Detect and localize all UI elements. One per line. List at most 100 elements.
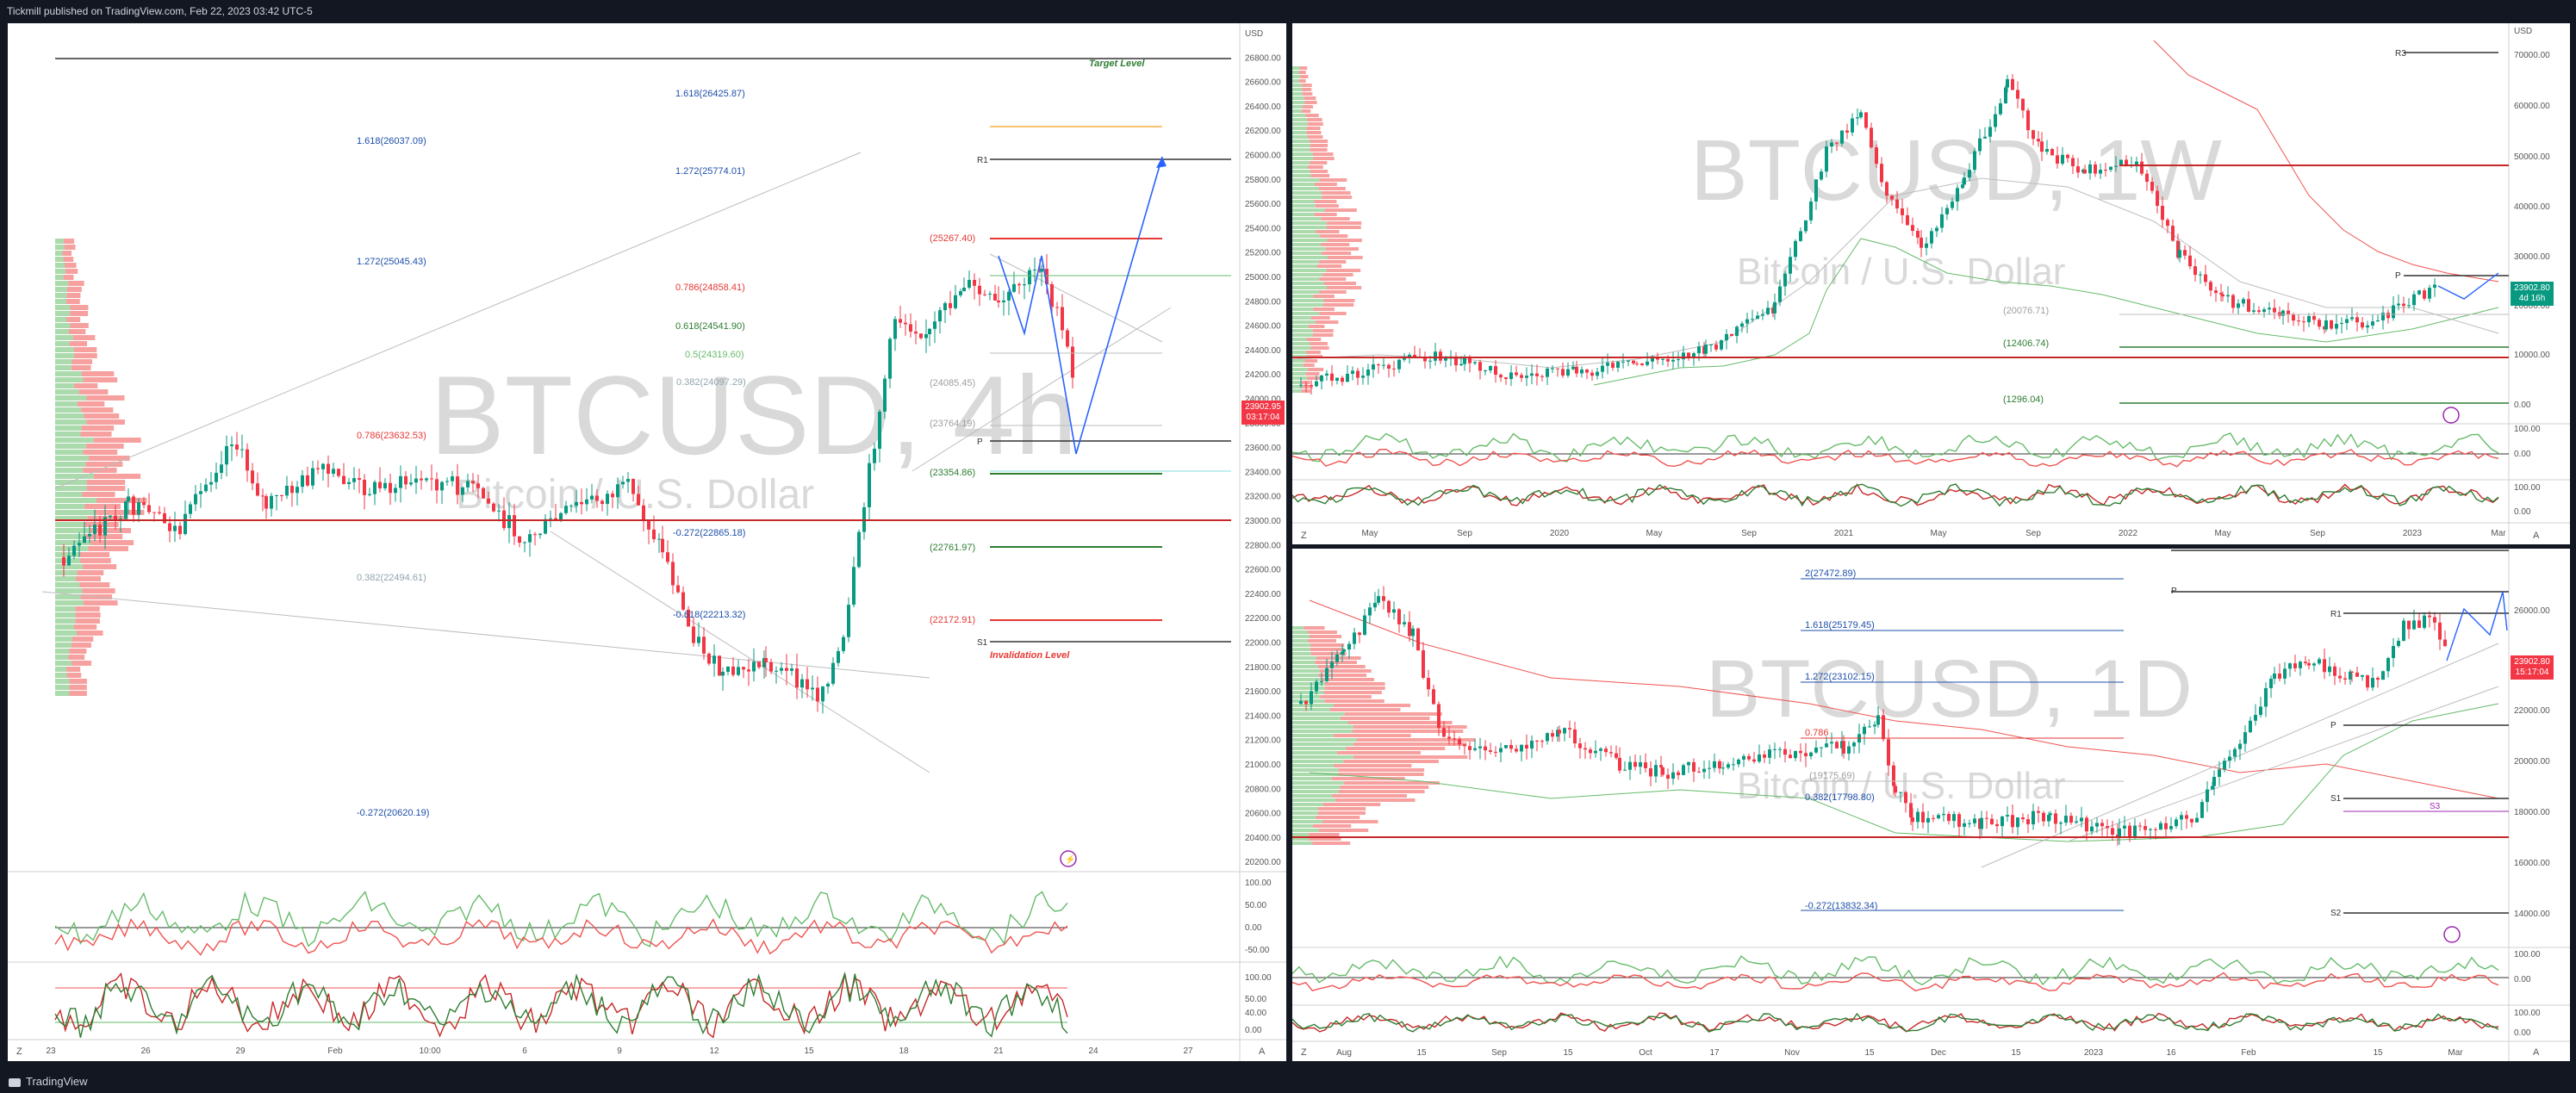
- candle-body: [1611, 363, 1615, 369]
- candle-body: [2340, 323, 2343, 325]
- volume-bar-buy: [55, 486, 87, 491]
- candle-body: [327, 463, 330, 475]
- scale-auto-button[interactable]: A: [1259, 1046, 1266, 1057]
- candlesticks: [62, 254, 1074, 714]
- candle-body: [2223, 761, 2226, 770]
- candle-body: [1968, 170, 1971, 178]
- candle-body: [1845, 130, 1849, 133]
- volume-bar-sell: [1310, 140, 1328, 143]
- scale-z-button[interactable]: Z: [1301, 531, 1307, 541]
- volume-bar-buy: [55, 655, 69, 660]
- candle-body: [225, 445, 228, 465]
- candle-body: [928, 328, 931, 335]
- volume-bar-buy: [1292, 277, 1320, 281]
- candle-body: [383, 482, 387, 488]
- chart-panel-1w[interactable]: BTCUSD, 1W Bitcoin / U.S. Dollar (20076.…: [1292, 23, 2570, 544]
- candle-body: [1692, 353, 1696, 357]
- candle-body: [337, 469, 340, 476]
- volume-bar-buy: [1292, 135, 1308, 139]
- volume-bar-sell: [63, 275, 74, 280]
- candle-body: [1427, 677, 1430, 690]
- chart-panel-4h[interactable]: BTCUSD, 4h Bitcoin / U.S. Dollar Target …: [8, 23, 1286, 1061]
- volume-bar-sell: [83, 450, 118, 455]
- candle-body: [1353, 632, 1356, 644]
- price-tick: 20800.00: [1245, 785, 1281, 794]
- volume-bar-buy: [55, 576, 76, 581]
- lightning-icon[interactable]: [2442, 407, 2460, 424]
- volume-bar-buy: [1292, 66, 1300, 70]
- volume-bar-sell: [86, 486, 126, 491]
- projection-path: [2446, 591, 2508, 661]
- volume-bar-sell: [1316, 816, 1360, 819]
- volume-bar-buy: [1292, 196, 1322, 199]
- candle-body: [2204, 274, 2207, 283]
- volume-bar-buy: [1292, 721, 1348, 724]
- volume-bar-buy: [1292, 96, 1304, 100]
- volume-bar-buy: [1292, 695, 1321, 699]
- candle-body: [1727, 764, 1730, 768]
- scale-auto-button[interactable]: A: [2533, 531, 2540, 541]
- candle-body: [780, 668, 783, 671]
- volume-bar-buy: [55, 492, 83, 497]
- candle-body: [533, 534, 537, 536]
- candle-body: [1530, 373, 1534, 376]
- lightning-icon[interactable]: [2443, 926, 2461, 943]
- candle-body: [2099, 170, 2102, 174]
- volume-bar-sell: [82, 588, 115, 593]
- volume-bar-sell: [1327, 286, 1362, 289]
- volume-bar-buy: [55, 305, 71, 310]
- volume-bar-sell: [1321, 217, 1350, 220]
- volume-bar-buy: [1292, 704, 1334, 707]
- candle-body: [1366, 370, 1370, 376]
- candle-body: [1778, 286, 1782, 302]
- price-tick: 23600.00: [1245, 444, 1281, 453]
- candle-body: [2011, 815, 2014, 828]
- candle-body: [1904, 792, 1907, 804]
- target-level-text: Target Level: [1089, 59, 1145, 69]
- volume-bar-buy: [55, 504, 85, 509]
- price-badge-value: 23902.80: [2514, 657, 2550, 667]
- volume-bar-sell: [1313, 307, 1335, 311]
- price-tick: USD: [1245, 29, 1263, 39]
- scale-auto-button[interactable]: A: [2533, 1047, 2540, 1058]
- candle-body: [1411, 628, 1415, 637]
- volume-bar-sell: [63, 239, 75, 244]
- stoch-line-green: [54, 971, 1068, 1038]
- candle-body: [1413, 354, 1416, 357]
- candle-body: [1310, 384, 1313, 387]
- candle-body: [785, 668, 788, 671]
- candle-body: [2269, 679, 2273, 688]
- candle-body: [1397, 359, 1401, 370]
- volume-bar-sell: [62, 251, 72, 256]
- candle-body: [1926, 817, 1930, 823]
- price-tick: 21000.00: [1245, 761, 1281, 770]
- candle-body: [1794, 750, 1797, 759]
- candle-body: [1916, 811, 1920, 823]
- candle-body: [1346, 373, 1349, 382]
- volume-bar-buy: [1292, 264, 1317, 268]
- candle-body: [246, 449, 249, 471]
- candle-body: [124, 501, 128, 519]
- fib-label: 1.618(26425.87): [675, 89, 745, 99]
- candle-body: [2006, 815, 2009, 817]
- candle-body: [2088, 164, 2092, 174]
- time-tick: 26: [140, 1046, 151, 1056]
- volume-bar-sell: [1317, 807, 1366, 810]
- lightning-icon[interactable]: [1060, 850, 1077, 867]
- price-tick: 14000.00: [2514, 910, 2550, 919]
- candle-body: [1835, 742, 1839, 748]
- volume-bar-buy: [1292, 178, 1320, 182]
- scale-z-button[interactable]: Z: [16, 1046, 22, 1057]
- osc-tick: -50.00: [1245, 946, 1270, 955]
- fib-label: (22172.91): [930, 615, 975, 625]
- volume-bar-sell: [93, 474, 141, 479]
- scale-z-button[interactable]: Z: [1301, 1047, 1307, 1058]
- candle-body: [163, 512, 166, 524]
- volume-bar-sell: [96, 498, 147, 503]
- volume-bar-sell: [1327, 221, 1362, 225]
- osc-tick: 100.00: [1245, 973, 1272, 983]
- candle-body: [1590, 372, 1594, 376]
- candle-body: [1520, 375, 1523, 378]
- chart-panel-1d[interactable]: BTCUSD, 1D Bitcoin / U.S. Dollar 2(27472…: [1292, 549, 2570, 1061]
- candle-body: [2376, 678, 2380, 680]
